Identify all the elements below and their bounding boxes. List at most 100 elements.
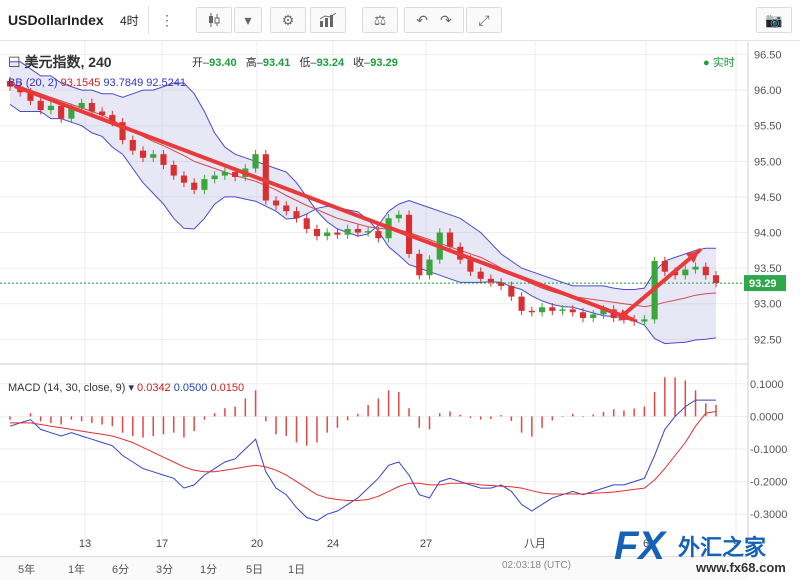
price-tick-label: 93.00 bbox=[754, 299, 782, 311]
candle-body bbox=[416, 253, 423, 276]
candle-body bbox=[99, 111, 106, 116]
candle-body bbox=[303, 218, 310, 229]
vertical-dots-icon[interactable]: ⋮ bbox=[160, 11, 174, 28]
macd-line-value: 0.0500 bbox=[173, 382, 208, 394]
high-label: 高– bbox=[245, 57, 263, 69]
candle-body bbox=[487, 278, 494, 283]
open-value: 93.40 bbox=[209, 57, 237, 69]
x-tick-label: 13 bbox=[79, 538, 91, 550]
balance-scale-icon[interactable]: ⚖ bbox=[362, 7, 398, 33]
candle-body bbox=[201, 179, 208, 190]
candlestick-icon[interactable] bbox=[196, 7, 232, 33]
candle-body bbox=[37, 100, 44, 111]
x-tick-label: 20 bbox=[251, 538, 263, 550]
macd-label: MACD (14, 30, close, 9) bbox=[8, 382, 126, 394]
candle-body bbox=[538, 307, 546, 313]
macd-tick-label: 0.0000 bbox=[750, 411, 784, 423]
candle-body bbox=[395, 214, 402, 219]
gear-icon[interactable]: ⚙ bbox=[270, 7, 306, 33]
period-3m[interactable]: 3分 bbox=[156, 564, 174, 576]
macd-tick-label: 0.1000 bbox=[750, 379, 784, 391]
candle-body bbox=[518, 296, 525, 311]
candle-body bbox=[6, 80, 14, 87]
period-5d[interactable]: 5日 bbox=[246, 564, 264, 576]
x-tick-label: 27 bbox=[420, 538, 432, 550]
x-tick-label: 24 bbox=[327, 538, 339, 550]
candle-body bbox=[508, 285, 515, 297]
toolbar: USDollarIndex 4时 ⋮ ▾ ⚙ ⚖ ↶ ↷ ⤢ 📷 bbox=[0, 0, 800, 41]
period-1m[interactable]: 1分 bbox=[200, 564, 218, 576]
logo-cn: 外汇之家 bbox=[678, 535, 767, 560]
x-tick-label: 17 bbox=[156, 538, 168, 550]
chevron-down-icon[interactable]: ▾ bbox=[128, 382, 134, 394]
candle-body bbox=[68, 107, 75, 119]
candle-body bbox=[272, 200, 280, 206]
ohlc-readout: 开–93.40 高–93.41 低–93.24 收–93.29 bbox=[192, 54, 404, 70]
bb-legend: BB (20, 2) 93.1545 93.7849 92.5241 bbox=[8, 77, 186, 89]
logo-url: www.fx68.com bbox=[696, 560, 786, 575]
chevron-down-icon[interactable]: ▾ bbox=[234, 7, 262, 33]
candle-body bbox=[702, 266, 709, 276]
candle-body bbox=[109, 115, 116, 123]
candle-body bbox=[334, 232, 341, 235]
period-5y[interactable]: 5年 bbox=[18, 564, 36, 576]
price-tick-label: 95.50 bbox=[754, 121, 782, 133]
candle-body bbox=[426, 259, 433, 276]
logo-fx: FX bbox=[614, 524, 666, 568]
x-tick-label: 八月 bbox=[524, 538, 546, 550]
macd-tick-label: -0.1000 bbox=[750, 444, 787, 456]
bar-chart-icon[interactable] bbox=[310, 7, 346, 33]
candle-body bbox=[88, 102, 95, 112]
candle-body bbox=[180, 175, 188, 183]
candle-body bbox=[324, 232, 331, 237]
candle-body bbox=[139, 150, 147, 158]
toolbar-divider bbox=[148, 6, 149, 34]
chart-canvas[interactable]: 96.50 96.00 95.50 95.00 94.50 94.00 93.50 93.00… bbox=[0, 40, 800, 556]
last-price-label: 93.29 bbox=[749, 278, 777, 290]
y-axis: 96.50 96.00 95.50 95.00 94.50 94.00 93.50 93.00… bbox=[744, 50, 787, 521]
period-1y[interactable]: 1年 bbox=[68, 564, 86, 576]
x-axis: 13 17 20 24 27 八月 6 9 bbox=[79, 538, 739, 550]
candle-body bbox=[211, 175, 218, 180]
candle-body bbox=[160, 154, 167, 165]
interval-label: 240 bbox=[88, 54, 112, 70]
fullscreen-icon[interactable]: ⤢ bbox=[466, 7, 502, 33]
candle-body bbox=[631, 319, 638, 322]
candle-body bbox=[232, 172, 239, 177]
candle-body bbox=[344, 228, 351, 235]
candle-body bbox=[313, 228, 321, 237]
instrument-name: 美元指数 bbox=[24, 54, 81, 70]
fx68-logo: FX 外汇之家 www.fx68.com bbox=[608, 520, 800, 579]
bollinger-upper-line bbox=[10, 61, 716, 290]
close-label: 收– bbox=[353, 57, 371, 69]
period-bar: 5年 1年 6分 3分 1分 5日 1日 bbox=[0, 556, 748, 580]
period-1d[interactable]: 1日 bbox=[288, 564, 306, 576]
macd-tick-label: -0.3000 bbox=[750, 509, 787, 521]
timeframe-selector[interactable]: 4时 bbox=[120, 14, 139, 28]
macd-tick-label: -0.2000 bbox=[750, 477, 787, 489]
candle-body bbox=[692, 266, 699, 270]
checkbox-icon[interactable]: ☐ bbox=[8, 54, 21, 70]
candle-body bbox=[252, 154, 259, 169]
candle-body bbox=[600, 309, 607, 315]
symbol-search[interactable]: USDollarIndex bbox=[8, 12, 104, 28]
x-tick-label: 9 bbox=[733, 538, 739, 550]
price-tick-label: 95.00 bbox=[754, 156, 782, 168]
bb-mid-value: 93.1545 bbox=[60, 77, 101, 89]
low-label: 低– bbox=[299, 57, 317, 69]
close-value: 93.29 bbox=[370, 57, 398, 69]
camera-icon[interactable]: 📷 bbox=[756, 7, 792, 33]
undo-arrow-icon[interactable]: ↶ bbox=[416, 11, 428, 28]
price-tick-label: 92.50 bbox=[754, 334, 782, 346]
undo-redo-group: ↶ ↷ bbox=[404, 7, 464, 33]
redo-arrow-icon[interactable]: ↷ bbox=[440, 11, 452, 28]
period-6m[interactable]: 6分 bbox=[112, 564, 130, 576]
low-value: 93.24 bbox=[316, 57, 345, 69]
candle-body bbox=[27, 92, 34, 101]
macd-signal-value: 0.0150 bbox=[210, 382, 245, 394]
candle-body bbox=[569, 309, 576, 313]
down-trend-arrow bbox=[14, 84, 635, 322]
candle-body bbox=[58, 105, 65, 119]
last-price-badge bbox=[744, 275, 786, 292]
candle-body bbox=[375, 231, 382, 239]
